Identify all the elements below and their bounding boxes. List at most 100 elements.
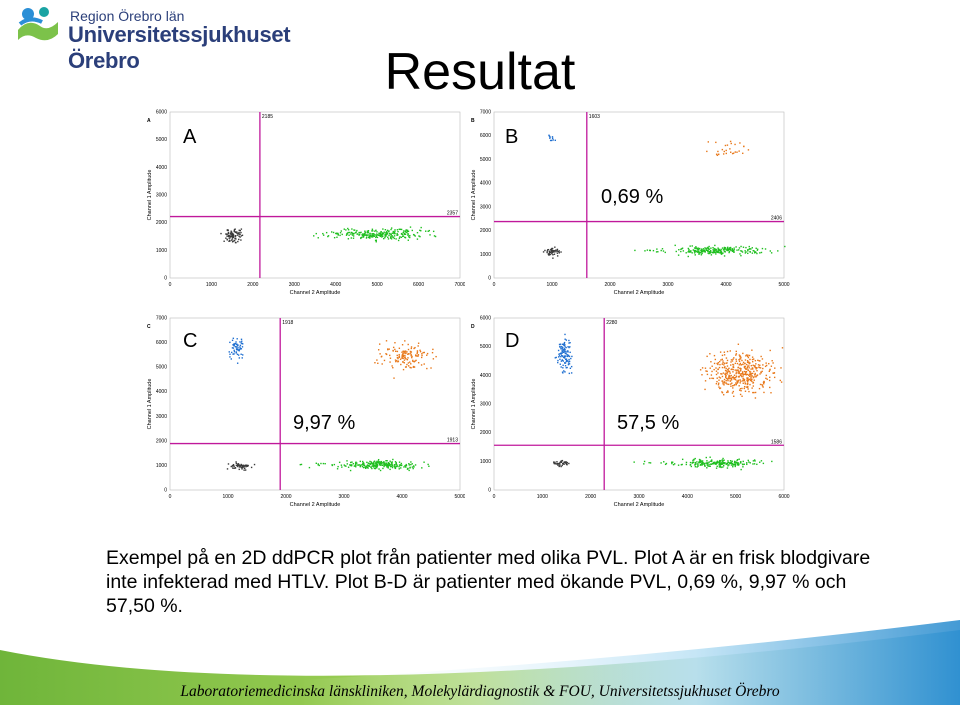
- droplet-orange: [743, 365, 746, 368]
- droplet-green: [760, 460, 763, 462]
- droplet-green: [688, 250, 690, 252]
- droplet-green: [702, 248, 705, 250]
- droplet-orange: [711, 370, 713, 373]
- droplet-green: [396, 464, 398, 466]
- droplet-orange: [406, 351, 408, 353]
- droplet-orange: [711, 365, 713, 367]
- droplet-green: [693, 252, 696, 254]
- droplet-green: [731, 460, 733, 462]
- droplet-blue: [563, 348, 566, 350]
- droplet-green: [704, 250, 706, 253]
- droplet-blue: [563, 342, 565, 345]
- droplet-orange: [417, 342, 420, 344]
- droplet-orange: [717, 363, 719, 366]
- droplet-green: [655, 251, 658, 253]
- droplet-blue: [240, 348, 243, 350]
- droplet-black: [557, 464, 559, 466]
- droplet-green: [404, 233, 407, 235]
- droplet-green: [706, 464, 708, 466]
- droplet-green: [382, 228, 384, 230]
- droplet-green: [352, 462, 355, 465]
- y-tick-label: 2000: [156, 220, 167, 226]
- droplet-blue: [236, 353, 239, 356]
- droplet-green: [677, 254, 680, 256]
- droplet-green: [698, 247, 701, 250]
- droplet-green: [371, 228, 374, 230]
- droplet-orange: [772, 372, 774, 374]
- droplet-orange: [723, 354, 726, 356]
- droplet-orange: [724, 382, 726, 384]
- droplet-green: [748, 461, 750, 463]
- droplet-black: [240, 235, 243, 237]
- droplet-green: [384, 236, 386, 239]
- droplet-green: [726, 249, 728, 252]
- droplet-black: [236, 465, 239, 468]
- droplet-green: [675, 250, 677, 253]
- droplet-black: [231, 238, 234, 240]
- droplet-orange: [402, 355, 405, 358]
- droplet-blue: [565, 350, 567, 353]
- droplet-green: [705, 248, 707, 250]
- droplet-green: [394, 230, 396, 233]
- droplet-green: [693, 250, 696, 253]
- droplet-green: [333, 236, 336, 239]
- droplet-orange: [739, 362, 742, 365]
- droplet-green: [389, 460, 391, 462]
- droplet-orange: [738, 364, 741, 366]
- droplet-green: [742, 246, 745, 248]
- droplet-orange: [718, 379, 720, 381]
- droplet-green: [732, 466, 734, 468]
- droplet-green: [372, 463, 375, 465]
- droplet-orange: [731, 382, 733, 384]
- droplet-orange: [743, 145, 745, 148]
- droplet-green: [365, 237, 368, 239]
- droplet-green: [409, 236, 411, 239]
- droplet-green: [412, 465, 415, 467]
- droplet-orange: [401, 351, 403, 353]
- droplet-green: [398, 466, 400, 468]
- droplet-green: [364, 230, 366, 232]
- corner-letter: C: [147, 324, 151, 330]
- droplet-orange: [735, 354, 737, 356]
- droplet-green: [716, 461, 719, 464]
- droplet-black: [240, 464, 242, 467]
- droplet-green: [748, 248, 750, 251]
- droplet-blue: [565, 358, 568, 360]
- droplet-green: [690, 465, 693, 468]
- droplet-orange: [754, 366, 756, 369]
- droplet-green: [349, 464, 351, 466]
- droplet-orange: [746, 366, 748, 369]
- droplet-green: [703, 249, 705, 251]
- droplet-green: [706, 247, 708, 249]
- droplet-green: [347, 229, 350, 231]
- droplet-green: [696, 247, 699, 250]
- droplet-black: [552, 461, 555, 463]
- droplet-green: [354, 462, 357, 464]
- droplet-orange: [721, 392, 724, 394]
- droplet-black: [227, 463, 230, 465]
- droplet-orange: [748, 365, 750, 367]
- droplet-green: [733, 247, 735, 249]
- droplet-orange: [751, 358, 754, 361]
- droplet-black: [233, 465, 235, 467]
- droplet-green: [365, 234, 367, 236]
- droplet-green: [375, 466, 377, 468]
- droplet-green: [737, 462, 739, 464]
- droplet-green: [413, 234, 416, 236]
- droplet-green: [729, 246, 732, 249]
- droplet-green: [744, 252, 747, 254]
- droplet-green: [719, 251, 722, 254]
- droplet-black: [231, 236, 234, 238]
- droplet-orange: [410, 347, 413, 350]
- droplet-green: [393, 463, 396, 466]
- droplet-green: [744, 250, 746, 252]
- droplet-orange: [391, 365, 393, 367]
- droplet-orange: [758, 387, 761, 390]
- droplet-green: [397, 230, 399, 233]
- droplet-black: [548, 252, 551, 254]
- droplet-orange: [759, 364, 761, 366]
- droplet-green: [712, 251, 714, 253]
- droplet-green: [367, 462, 370, 464]
- droplet-green: [717, 250, 719, 253]
- droplet-orange: [396, 356, 399, 359]
